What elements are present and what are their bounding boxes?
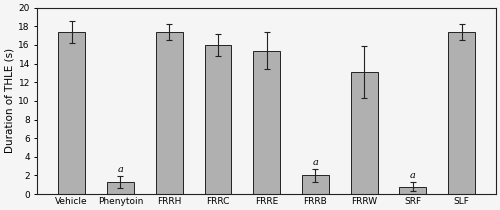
Bar [448,32,475,194]
Text: a: a [410,171,416,180]
Text: a: a [118,165,124,175]
Y-axis label: Duration of THLE (s): Duration of THLE (s) [4,48,14,154]
Bar [254,51,280,194]
Bar [350,72,378,194]
Bar [302,175,329,194]
Bar [204,45,232,194]
Bar [400,187,426,194]
Text: a: a [312,158,318,167]
Bar [156,32,182,194]
Bar [107,182,134,194]
Bar [58,32,85,194]
